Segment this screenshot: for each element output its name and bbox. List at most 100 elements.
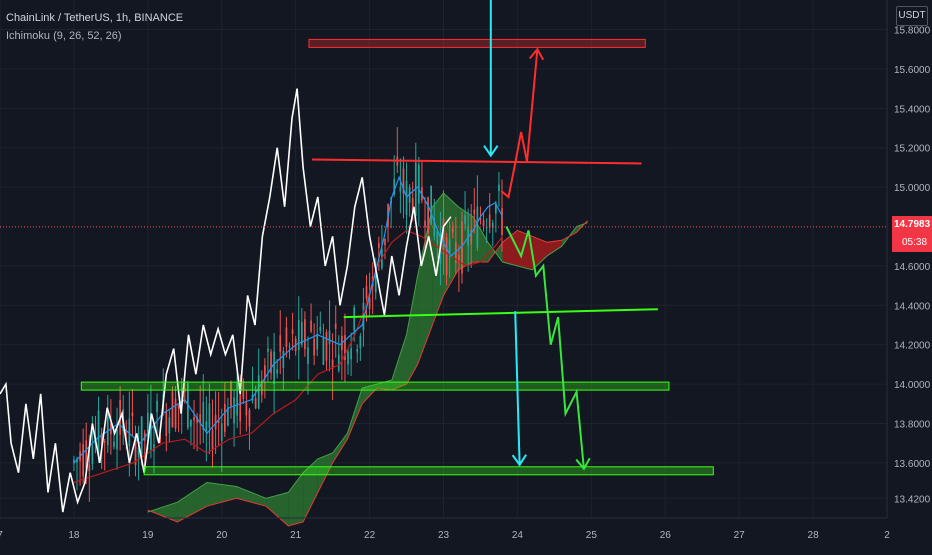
candle-body	[82, 444, 85, 477]
candle-body	[448, 239, 451, 254]
price-tick-label: 15.2000	[894, 144, 931, 155]
candle-body	[134, 435, 137, 466]
candle-body	[350, 348, 352, 360]
candle-body	[495, 203, 497, 214]
candle-body	[257, 375, 260, 409]
indicator-legend[interactable]: Ichimoku (9, 26, 52, 26)	[6, 30, 122, 42]
price-tick-label: 14.0000	[894, 380, 931, 391]
candle-body	[248, 409, 251, 427]
candle-body	[473, 209, 476, 215]
candle-body	[430, 185, 433, 225]
candle-body	[187, 383, 189, 428]
time-tick-label: 26	[660, 530, 672, 541]
red-projection-path-head	[528, 47, 545, 61]
cloud-segment	[317, 453, 333, 493]
candle-body	[501, 208, 503, 236]
time-axis[interactable]: 7 18 19 20 21 22 23 24 25 26 27 28 2	[0, 517, 890, 541]
price-tick-label: 15.0000	[894, 183, 931, 194]
cloud-segment	[417, 206, 433, 365]
candle-body	[76, 459, 78, 463]
cloud-segment	[177, 482, 207, 522]
candle-body	[285, 327, 288, 347]
candle-body	[106, 409, 109, 446]
time-tick-label: 2	[884, 530, 890, 541]
candle-body	[393, 179, 396, 195]
candle-body	[168, 417, 171, 434]
candle-body	[491, 222, 494, 228]
candle-body	[100, 432, 103, 445]
resistance-line	[311, 158, 642, 165]
candle-body	[458, 255, 460, 263]
currency-button[interactable]: USDT	[896, 6, 928, 26]
bar-countdown: 05:38	[902, 237, 928, 248]
ichimoku-lines	[0, 88, 887, 513]
cyan-arrow-bottom	[514, 311, 521, 465]
candle-body	[433, 217, 436, 237]
candle-body	[307, 347, 309, 364]
candle-body	[291, 329, 294, 335]
leading-span-a	[147, 192, 588, 513]
cloud-segment	[391, 334, 407, 390]
time-tick-label: 23	[438, 530, 450, 541]
candle-body	[260, 381, 263, 396]
candle-body	[196, 416, 198, 423]
cyan-arrow-top-head	[483, 145, 499, 158]
candle-body	[445, 237, 448, 276]
candle-body	[103, 441, 106, 443]
candle-body	[279, 335, 282, 352]
candle-body	[193, 417, 195, 421]
symbol-title[interactable]: ChainLink / TetherUS, 1h, BINANCE	[6, 12, 184, 24]
candle-body	[220, 423, 223, 441]
candle-body	[461, 221, 463, 274]
last-price-tag: 14.7983 05:38	[892, 216, 932, 252]
candle-body	[436, 231, 439, 244]
conversion-line	[73, 175, 504, 464]
candle-body	[205, 421, 208, 433]
candle-body	[442, 218, 445, 254]
candle-body	[464, 215, 466, 224]
candle-body	[282, 350, 285, 368]
candle-body	[488, 214, 491, 228]
candle-body	[273, 351, 275, 385]
candle-body	[153, 444, 155, 452]
cloud-segment	[288, 472, 304, 526]
cloud-segment	[362, 384, 377, 404]
candle-body	[359, 336, 362, 348]
candle-body	[347, 351, 349, 365]
candle-body	[337, 354, 340, 371]
candle-body	[146, 412, 149, 436]
last-price-value: 14.7983	[894, 219, 931, 230]
candle-body	[334, 323, 337, 329]
candle-body	[297, 320, 300, 351]
time-tick-label: 18	[68, 530, 80, 541]
price-tick-label: 15.6000	[894, 65, 931, 76]
candle-body	[368, 297, 371, 310]
candle-body	[264, 365, 266, 379]
candle-body	[128, 418, 131, 446]
red-projection-path	[500, 49, 539, 199]
candle-body	[325, 332, 328, 361]
candle-body	[73, 459, 75, 464]
time-tick-label: 22	[364, 530, 376, 541]
candle-body	[470, 229, 473, 245]
candle-body	[482, 220, 485, 227]
candle-body	[199, 414, 202, 424]
candle-body	[322, 337, 325, 365]
candle-body	[254, 398, 257, 409]
candle-body	[498, 184, 500, 191]
cloud-segment	[517, 230, 533, 270]
candle-body	[424, 220, 426, 228]
time-tick-label: 28	[808, 530, 820, 541]
candle-body	[328, 330, 331, 344]
candle-body	[467, 226, 469, 246]
candle-body	[316, 333, 319, 350]
candle-body	[211, 430, 214, 451]
price-tick-label: 14.2000	[894, 341, 931, 352]
candle-body	[236, 382, 238, 416]
candle-body	[150, 413, 152, 450]
price-axis[interactable]: 15.8000 15.6000 15.4000 15.2000 15.0000 14.60…	[886, 0, 932, 550]
time-tick-label: 24	[512, 530, 524, 541]
candle-body	[177, 404, 180, 409]
